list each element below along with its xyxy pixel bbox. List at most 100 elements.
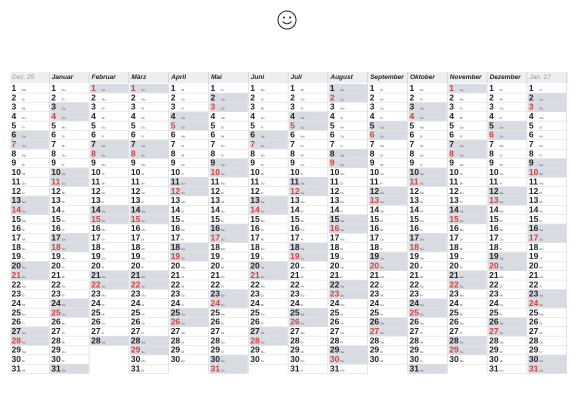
weekday: Fr: [460, 200, 463, 204]
weekend-shade: [448, 336, 487, 346]
day-number: 25: [131, 307, 141, 317]
day-number: 9: [330, 158, 335, 168]
day-number: 15: [91, 214, 101, 224]
weekday: Mi: [221, 135, 224, 139]
weekday: So: [102, 88, 106, 92]
weekday: Do: [500, 303, 504, 307]
weekday: Do: [420, 153, 424, 157]
day-number: 26: [449, 317, 459, 327]
day-number: 20: [290, 261, 300, 271]
weekday: Di: [22, 294, 25, 298]
weekday: Do: [22, 247, 26, 251]
weekday: Mo: [62, 125, 66, 129]
weekday: So: [500, 200, 504, 204]
weekday: So: [22, 210, 26, 214]
day-number: 1: [12, 83, 17, 93]
weekday: Mo: [460, 228, 464, 232]
day-number: 29: [51, 345, 61, 355]
day-number: 2: [211, 92, 216, 102]
weekday: Fr: [102, 331, 105, 335]
weekday: Di: [22, 228, 25, 232]
weekday: Mo: [141, 228, 145, 232]
day-number: 18: [529, 242, 539, 252]
weekday: So: [460, 88, 464, 92]
day-number: 22: [370, 279, 380, 289]
weekday: Do: [539, 210, 543, 214]
weekday: Fr: [500, 247, 503, 251]
day-number: 30: [529, 354, 539, 364]
weekend-shade: [328, 158, 368, 168]
day-number: 26: [250, 317, 260, 327]
day-number: 6: [370, 130, 375, 140]
day-number: 2: [410, 92, 415, 102]
day-number: 11: [529, 176, 538, 186]
day-number: 23: [489, 289, 499, 299]
weekday: Sa: [221, 228, 225, 232]
weekend-shade: [328, 149, 368, 159]
weekday: Fr: [539, 88, 542, 92]
weekday: Do: [181, 97, 185, 101]
day-number: 16: [489, 223, 499, 233]
weekday: Mi: [221, 331, 224, 335]
day-number: 28: [489, 335, 499, 345]
weekday: Sa: [420, 368, 424, 372]
weekday: So: [22, 340, 26, 344]
weekday: Di: [22, 359, 25, 363]
weekend-shade: [129, 336, 169, 346]
weekend-shade: [289, 308, 328, 318]
weekend-shade: [289, 121, 328, 131]
day-number: 30: [370, 354, 380, 364]
weekday: Di: [420, 266, 423, 270]
weekday: Mi: [500, 228, 503, 232]
weekday: Fr: [221, 88, 224, 92]
weekday: Mi: [340, 125, 343, 129]
day-number: 29: [449, 345, 459, 355]
day-number: 16: [12, 223, 22, 233]
weekday: Do: [340, 200, 344, 204]
weekday: Do: [460, 322, 464, 326]
weekday: Mo: [181, 200, 185, 204]
weekday: So: [62, 181, 66, 185]
weekend-shade: [408, 177, 447, 187]
day-number: 17: [410, 233, 420, 243]
weekday: Sa: [301, 116, 305, 120]
weekday: Do: [141, 256, 145, 260]
weekday: So: [261, 340, 265, 344]
weekday: Mi: [539, 331, 542, 335]
day-number: 14: [290, 204, 300, 214]
weekday: Do: [340, 266, 344, 270]
weekday: Sa: [62, 368, 66, 372]
weekday: Mi: [380, 359, 383, 363]
day-number: 1: [370, 83, 375, 93]
weekday: Mo: [380, 210, 384, 214]
weekday: Di: [500, 350, 503, 354]
weekend-shade: [169, 186, 208, 196]
day-number: 3: [250, 102, 255, 112]
day-number: 12: [330, 186, 340, 196]
day-number: 3: [449, 102, 454, 112]
day-number: 1: [290, 83, 295, 93]
weekday: Di: [539, 322, 542, 326]
weekday: Mo: [539, 247, 543, 251]
weekend-shade: [527, 158, 567, 168]
day-number: 10: [489, 167, 499, 177]
day-number: 25: [91, 307, 101, 317]
day-number: 28: [211, 335, 221, 345]
day-number: 26: [12, 317, 22, 327]
weekday: Do: [261, 312, 265, 316]
day-number: 9: [489, 158, 494, 168]
day-number: 27: [131, 326, 141, 336]
weekend-shade: [169, 308, 208, 318]
weekend-shade: [209, 355, 248, 364]
weekday: Sa: [22, 331, 26, 335]
day-number: 11: [290, 176, 299, 186]
weekend-shade: [10, 205, 49, 215]
weekday: Fr: [380, 181, 383, 185]
weekday: So: [181, 125, 185, 129]
weekday: Di: [539, 256, 542, 260]
day-number: 5: [330, 120, 335, 130]
weekday: Sa: [539, 163, 543, 167]
weekday: Mi: [301, 284, 304, 288]
weekday: So: [221, 368, 225, 372]
day-number: 9: [131, 158, 136, 168]
